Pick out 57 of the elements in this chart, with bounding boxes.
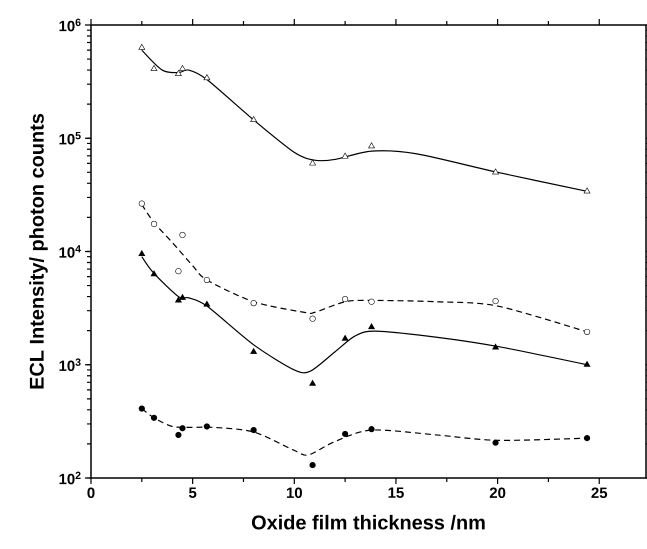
y-tick-label: 10$^{3}$ xyxy=(60,358,81,372)
point xyxy=(179,232,186,238)
point xyxy=(179,425,186,432)
y-tick-label: 10$^{6}$ xyxy=(60,18,81,32)
x-tick-label: 0 xyxy=(87,487,95,498)
x-tick-label: 15 xyxy=(388,487,404,498)
point xyxy=(342,430,348,438)
y-axis-title: ECL Intensity/ photon counts xyxy=(29,114,48,389)
point xyxy=(584,435,590,442)
point xyxy=(250,300,257,306)
point xyxy=(309,380,316,386)
point xyxy=(584,328,590,335)
point xyxy=(175,70,182,76)
point xyxy=(150,220,158,228)
point xyxy=(138,200,145,207)
point xyxy=(368,323,375,330)
point xyxy=(368,298,375,305)
y-tick-label: 10$^{4}$ xyxy=(60,245,81,258)
x-tick-label: 20 xyxy=(490,487,506,498)
point xyxy=(492,298,499,304)
point xyxy=(310,462,316,468)
point xyxy=(368,142,375,148)
x-tick-label: 25 xyxy=(591,487,608,498)
point xyxy=(138,250,146,256)
point xyxy=(138,44,146,50)
x-axis-title: Oxide film thickness /nm xyxy=(252,514,485,530)
point xyxy=(368,426,375,432)
y-tick-label: 10$^{2}$ xyxy=(60,472,81,484)
point xyxy=(342,296,348,302)
point xyxy=(150,270,158,276)
point xyxy=(204,423,210,430)
point xyxy=(342,152,348,159)
point xyxy=(138,406,145,412)
point xyxy=(584,188,590,194)
point xyxy=(179,65,186,71)
point xyxy=(309,160,316,166)
x-tick-label: 10 xyxy=(286,487,302,498)
y-tick-label: 10$^{5}$ xyxy=(60,132,81,145)
x-tick-label: 5 xyxy=(188,487,196,498)
point xyxy=(204,276,210,284)
point xyxy=(175,296,182,302)
point xyxy=(179,294,186,300)
point xyxy=(175,268,182,274)
point xyxy=(250,426,257,434)
point xyxy=(310,316,316,322)
point xyxy=(250,348,257,354)
point xyxy=(150,414,158,421)
point xyxy=(492,168,499,174)
point xyxy=(175,432,182,438)
point xyxy=(584,360,590,367)
point xyxy=(342,334,348,341)
point xyxy=(250,116,257,122)
point xyxy=(150,65,158,71)
point xyxy=(492,344,499,350)
point xyxy=(492,440,499,446)
point xyxy=(204,300,210,307)
point xyxy=(204,74,210,80)
